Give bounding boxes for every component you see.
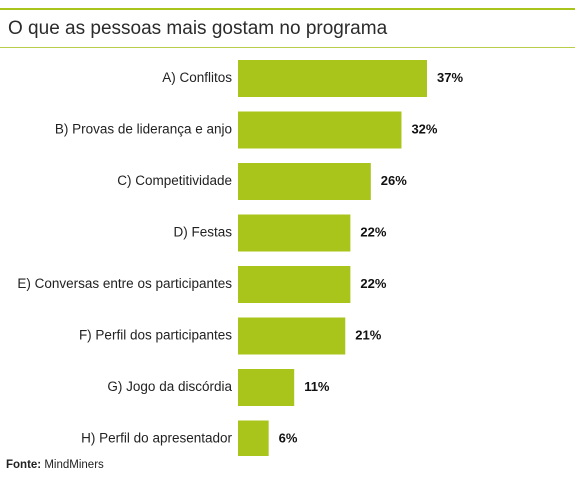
category-label: F) Perfil dos participantes xyxy=(79,328,232,343)
category-label: D) Festas xyxy=(173,225,232,240)
value-label: 26% xyxy=(381,173,407,188)
source-label: Fonte: xyxy=(6,459,42,471)
value-label: 6% xyxy=(279,430,298,445)
category-label: H) Perfil do apresentador xyxy=(81,431,232,446)
bar xyxy=(238,369,295,406)
category-label: G) Jogo da discórdia xyxy=(107,379,232,394)
bar xyxy=(238,266,351,303)
top-rule xyxy=(0,8,575,10)
value-label: 32% xyxy=(411,121,437,136)
source-note: Fonte: MindMiners xyxy=(6,459,104,471)
bar xyxy=(238,317,346,355)
bar xyxy=(238,60,427,97)
source-value: MindMiners xyxy=(44,459,104,471)
value-label: 11% xyxy=(304,379,330,394)
category-label: E) Conversas entre os participantes xyxy=(17,276,232,291)
chart-title: O que as pessoas mais gostam no programa xyxy=(8,18,388,39)
value-label: 22% xyxy=(360,224,386,239)
value-label: 37% xyxy=(437,70,463,85)
category-label: B) Provas de liderança e anjo xyxy=(55,122,232,137)
value-label: 22% xyxy=(360,276,386,291)
title-rule xyxy=(0,47,575,48)
value-label: 21% xyxy=(355,327,381,342)
bar xyxy=(238,163,371,200)
bar-chart: A) Conflitos 37% B) Provas de liderança e … xyxy=(17,60,463,456)
bar xyxy=(238,420,269,456)
category-label: A) Conflitos xyxy=(162,70,232,85)
bar xyxy=(238,111,402,149)
category-label: C) Competitividade xyxy=(117,173,232,188)
bar xyxy=(238,214,351,252)
